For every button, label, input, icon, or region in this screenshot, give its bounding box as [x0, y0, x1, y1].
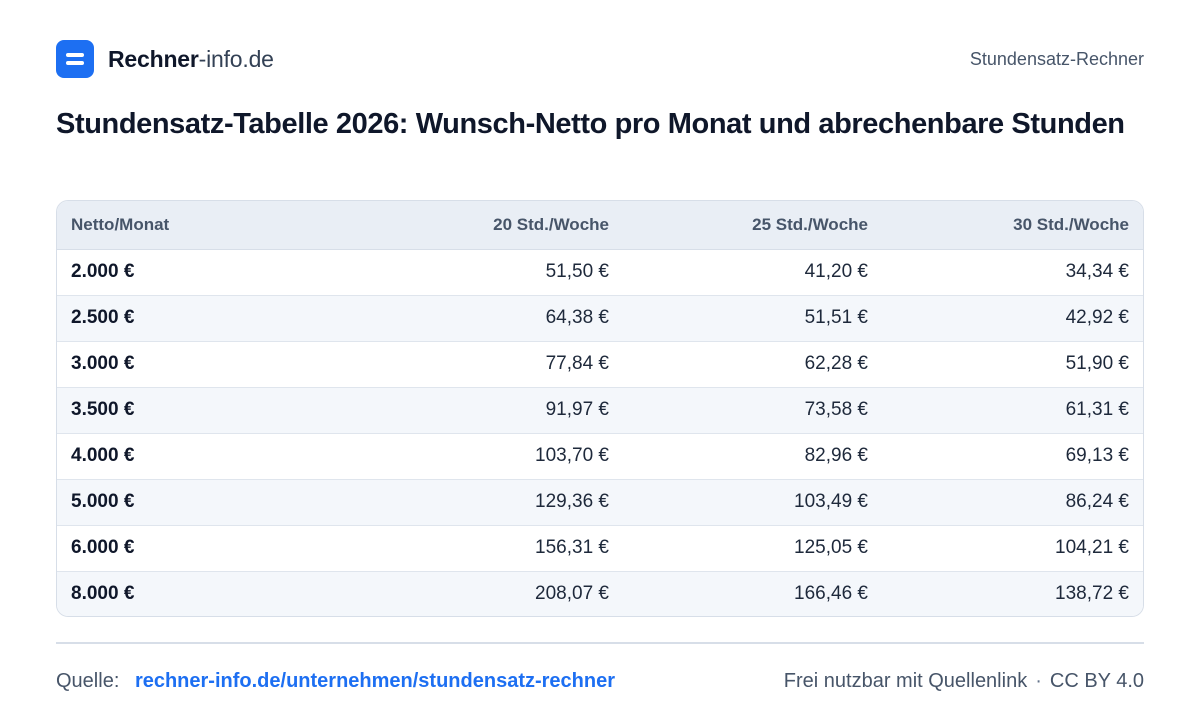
cell-rate: 62,28 € — [623, 340, 882, 387]
cell-netto: 4.000 € — [57, 432, 347, 479]
cell-rate: 42,92 € — [882, 294, 1143, 341]
cell-rate: 166,46 € — [623, 570, 882, 616]
license-info: Frei nutzbar mit Quellenlink · CC BY 4.0 — [784, 670, 1144, 693]
table-row: 3.500 € 91,97 € 73,58 € 61,31 € — [57, 386, 1143, 433]
column-header-25h: 25 Std./Woche — [623, 201, 882, 250]
table-row: 4.000 € 103,70 € 82,96 € 69,13 € — [57, 432, 1143, 479]
source-label: Quelle: — [56, 669, 120, 692]
source-link[interactable]: rechner-info.de/unternehmen/stundensatz-… — [134, 669, 616, 692]
cell-rate: 77,84 € — [347, 340, 623, 387]
cell-netto: 5.000 € — [57, 478, 347, 525]
cell-rate: 86,24 € — [882, 478, 1143, 525]
separator: · — [1035, 669, 1042, 692]
cell-rate: 129,36 € — [347, 478, 623, 525]
brand-name-bold: Rechner — [108, 45, 199, 72]
cell-rate: 73,58 € — [623, 386, 882, 433]
page-title: Stundensatz-Tabelle 2026: Wunsch-Netto p… — [56, 108, 1125, 140]
table-row: 6.000 € 156,31 € 125,05 € 104,21 € — [57, 524, 1143, 571]
source: Quelle: rechner-info.de/unternehmen/stun… — [56, 670, 615, 693]
table-row: 5.000 € 129,36 € 103,49 € 86,24 € — [57, 478, 1143, 525]
cell-rate: 51,90 € — [882, 340, 1143, 387]
license-label: CC BY 4.0 — [1049, 669, 1144, 692]
cell-netto: 3.500 € — [57, 386, 347, 433]
cell-rate: 34,34 € — [1065, 261, 1129, 282]
rate-table: Netto/Monat 20 Std./Woche 25 Std./Woche … — [56, 200, 1144, 617]
cell-rate: 51,51 € — [623, 294, 882, 341]
brand[interactable]: Rechner-info.de — [56, 40, 274, 78]
header: Rechner-info.de Stundensatz-Rechner — [56, 40, 1144, 78]
cell-netto: 2.500 € — [57, 294, 347, 341]
cell-rate: 103,49 € — [623, 478, 882, 525]
column-header-30h: 30 Std./Woche — [882, 201, 1143, 250]
brand-name-domain: -info.de — [198, 45, 274, 72]
cell-rate: 104,21 € — [882, 524, 1143, 571]
cell-rate: 64,38 € — [347, 294, 623, 341]
footer: Quelle: rechner-info.de/unternehmen/stun… — [56, 666, 1144, 696]
brand-name: Rechner-info.de — [108, 46, 274, 73]
cell-netto: 6.000 € — [57, 524, 347, 571]
usage-note: Frei nutzbar mit Quellenlink — [783, 669, 1028, 692]
cell-rate: 125,05 € — [623, 524, 882, 571]
cell-rate: 41,20 € — [804, 261, 868, 282]
table-row: 3.000 € 77,84 € 62,28 € 51,90 € — [57, 340, 1143, 387]
cell-rate: 82,96 € — [623, 432, 882, 479]
cell-netto: 8.000 € — [57, 570, 347, 616]
equals-icon — [56, 40, 94, 78]
table-row: 2.500 € 64,38 € 51,51 € 42,92 € — [57, 294, 1143, 341]
cell-rate: 51,50 € — [545, 261, 609, 282]
cell-rate: 61,31 € — [882, 386, 1143, 433]
table-row: 8.000 € 208,07 € 166,46 € 138,72 € — [57, 570, 1143, 616]
cell-netto: 3.000 € — [57, 340, 347, 387]
cell-rate: 138,72 € — [882, 570, 1143, 616]
cell-rate: 69,13 € — [882, 432, 1143, 479]
column-header-netto: Netto/Monat — [57, 201, 347, 250]
nav-link-stundensatz-rechner[interactable]: Stundensatz-Rechner — [969, 48, 1144, 69]
cell-netto: 2.000 € — [71, 261, 135, 282]
cell-rate: 103,70 € — [347, 432, 623, 479]
cell-rate: 156,31 € — [347, 524, 623, 571]
footer-divider — [56, 642, 1144, 644]
column-header-20h: 20 Std./Woche — [347, 201, 623, 250]
cell-rate: 208,07 € — [347, 570, 623, 616]
cell-rate: 91,97 € — [347, 386, 623, 433]
table-row: 2.000 € 51,50 € 41,20 € 34,34 € — [57, 249, 1143, 295]
table-header-row: Netto/Monat 20 Std./Woche 25 Std./Woche … — [57, 201, 1143, 250]
